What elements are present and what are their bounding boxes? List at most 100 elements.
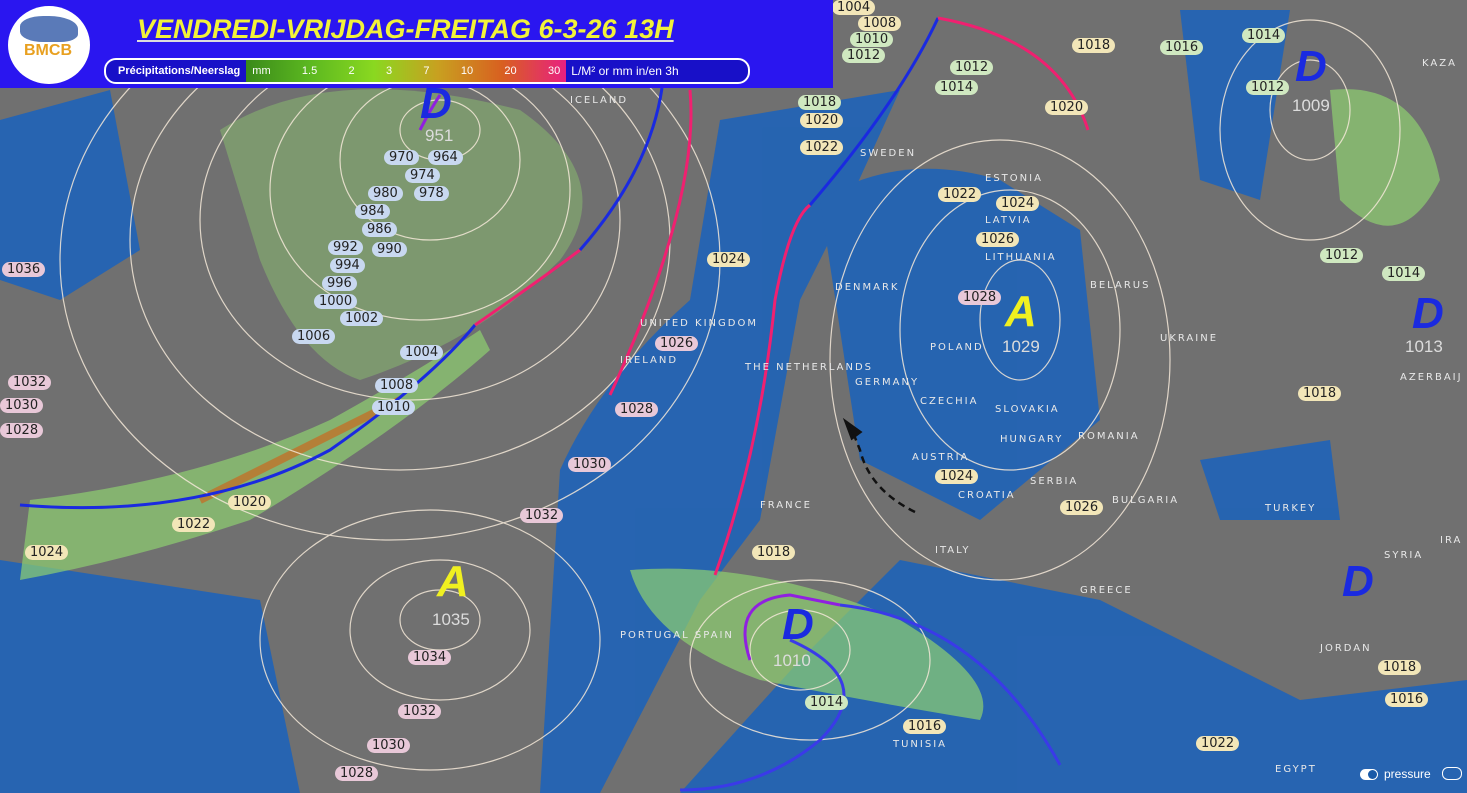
- low-pressure-marker: D: [1295, 42, 1327, 91]
- isobar-label: 1016: [1385, 692, 1429, 707]
- isobar-label: 1036: [2, 262, 46, 277]
- country-label: SWEDEN: [860, 148, 917, 159]
- country-label: KAZA: [1422, 58, 1457, 69]
- country-label: PORTUGAL SPAIN: [620, 630, 734, 641]
- isobar-label: 1030: [0, 398, 44, 413]
- scale-tick: 30: [547, 65, 561, 77]
- country-label: SERBIA: [1030, 476, 1079, 487]
- isobar-label: 1030: [568, 457, 612, 472]
- pressure-toggle[interactable]: [1360, 768, 1378, 780]
- isobar-label: 1012: [842, 48, 886, 63]
- isobar-label: 1024: [707, 252, 751, 267]
- country-label: UKRAINE: [1160, 333, 1219, 344]
- isobar-label: 1034: [408, 650, 452, 665]
- layer-toggle[interactable]: [1442, 767, 1462, 780]
- country-label: SYRIA: [1384, 550, 1424, 561]
- country-label: LATVIA: [985, 215, 1032, 226]
- high-pressure-marker: A: [1005, 287, 1037, 336]
- isobar-label: 1020: [228, 495, 272, 510]
- country-label: IRELAND: [620, 355, 679, 366]
- isobar-label: 1018: [1378, 660, 1422, 675]
- isobar-label: 1028: [615, 402, 659, 417]
- isobar-label: 1014: [1382, 266, 1426, 281]
- legend-scale: mm 1.5 2 3 7 10 20 30: [246, 60, 567, 82]
- legend-label: Précipitations/Neerslag: [118, 65, 241, 77]
- country-label: ICELAND: [570, 95, 629, 106]
- isobar-label: 1032: [398, 704, 442, 719]
- isobar-label: 1014: [935, 80, 979, 95]
- isobar-label: 970: [384, 150, 419, 165]
- isobar-label: 1018: [752, 545, 796, 560]
- scale-tick: 10: [460, 65, 474, 77]
- country-label: TUNISIA: [893, 739, 947, 750]
- isobar-label: 1028: [0, 423, 44, 438]
- isobar-label: 1026: [976, 232, 1020, 247]
- country-label: IRA: [1440, 535, 1463, 546]
- country-label: GERMANY: [855, 377, 920, 388]
- country-label: THE NETHERLANDS: [745, 362, 873, 373]
- country-label: UNITED KINGDOM: [640, 318, 758, 329]
- isobar-label: 1004: [400, 345, 444, 360]
- country-label: BULGARIA: [1112, 495, 1180, 506]
- pressure-value: 1035: [432, 610, 470, 629]
- high-pressure-marker: A: [437, 557, 469, 606]
- isobar-label: 974: [405, 168, 440, 183]
- country-label: LITHUANIA: [985, 252, 1057, 263]
- isobar-label: 1028: [335, 766, 379, 781]
- scale-tick: 7: [423, 65, 430, 77]
- isobar-label: 1008: [858, 16, 902, 31]
- isobar-label: 1028: [958, 290, 1002, 305]
- isobar-label: 990: [372, 242, 407, 257]
- country-label: ESTONIA: [985, 173, 1043, 184]
- isobar-label: 1024: [996, 196, 1040, 211]
- scale-tick: 1.5: [301, 65, 318, 77]
- isobar-label: 1032: [520, 508, 564, 523]
- country-label: CROATIA: [958, 490, 1016, 501]
- pressure-value: 1009: [1292, 96, 1330, 115]
- isobar-label: 1004: [832, 0, 876, 15]
- country-label: ROMANIA: [1078, 431, 1140, 442]
- isobar-label: 1014: [1242, 28, 1286, 43]
- isobar-label: 1016: [1160, 40, 1204, 55]
- isobar-label: 984: [355, 204, 390, 219]
- isobar-label: 1008: [375, 378, 419, 393]
- header-banner: BMCB VENDREDI-VRIJDAG-FREITAG 6-3-26 13H…: [0, 0, 833, 88]
- country-label: DENMARK: [835, 282, 900, 293]
- isobar-label: 1012: [1320, 248, 1364, 263]
- country-label: HUNGARY: [1000, 434, 1064, 445]
- isobar-label: 1018: [798, 95, 842, 110]
- isobar-label: 1006: [292, 329, 336, 344]
- isobar-label: 1022: [172, 517, 216, 532]
- country-label: POLAND: [930, 342, 984, 353]
- country-label: AZERBAIJ: [1400, 372, 1463, 383]
- pressure-value: 951: [425, 126, 454, 145]
- low-pressure-marker: D: [1412, 289, 1444, 338]
- isobar-label: 1012: [950, 60, 994, 75]
- isobar-label: 986: [362, 222, 397, 237]
- scale-tick: mm: [252, 65, 271, 77]
- isobar-label: 980: [368, 186, 403, 201]
- isobar-label: 1014: [805, 695, 849, 710]
- isobar-label: 1022: [800, 140, 844, 155]
- country-label: AUSTRIA: [912, 452, 970, 463]
- isobar-label: 992: [328, 240, 363, 255]
- isobar-label: 1022: [1196, 736, 1240, 751]
- isobar-label: 964: [428, 150, 463, 165]
- isobar-label: 1010: [850, 32, 894, 47]
- low-pressure-marker: D: [1342, 557, 1374, 606]
- isobar-label: 1024: [25, 545, 69, 560]
- isobar-label: 996: [322, 276, 357, 291]
- isobar-label: 1010: [372, 400, 416, 415]
- page-title: VENDREDI-VRIJDAG-FREITAG 6-3-26 13H: [137, 14, 674, 44]
- isobar-label: 1022: [938, 187, 982, 202]
- country-label: TURKEY: [1265, 503, 1317, 514]
- pressure-value: 1010: [773, 651, 811, 670]
- pressure-toggle-label: pressure: [1384, 767, 1431, 781]
- scale-tick: 3: [385, 65, 393, 77]
- low-pressure-marker: D: [420, 79, 452, 128]
- bmcb-logo: BMCB: [8, 6, 90, 84]
- isobar-label: 1032: [8, 375, 52, 390]
- isobar-label: 978: [414, 186, 449, 201]
- isobar-label: 1000: [314, 294, 358, 309]
